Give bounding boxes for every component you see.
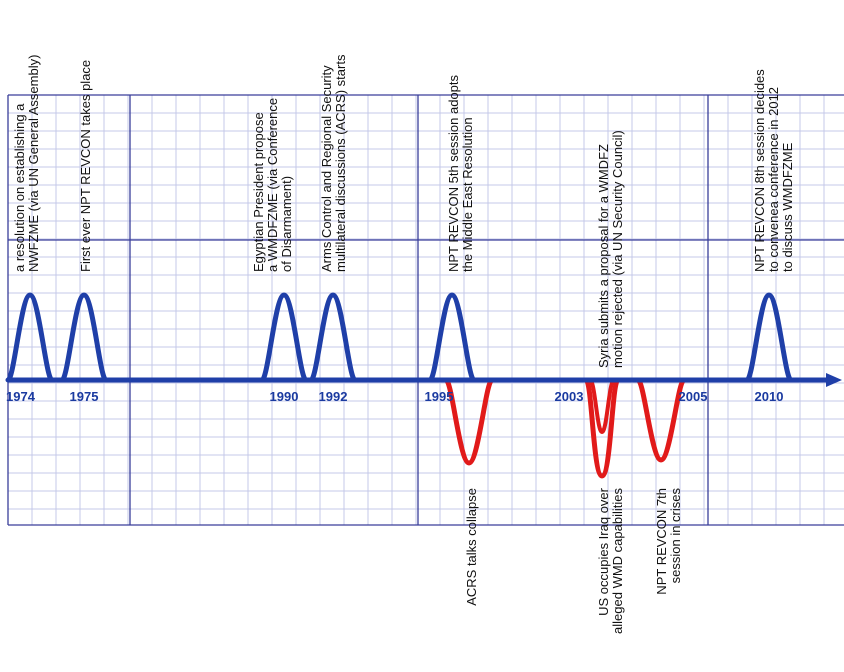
event-label-2003: Syria submits a proposal for a WMDFZ moti… (596, 130, 625, 368)
year-label-2010: 2010 (755, 389, 784, 404)
event-below-label-2005: NPT REVCON 7th session in crises (654, 488, 683, 595)
year-label-1995: 1995 (425, 389, 454, 404)
dip-1995 (443, 377, 495, 466)
peak-1992 (308, 292, 358, 383)
event-below-label-2005-line: NPT REVCON 7th (654, 488, 669, 595)
event-below-label-1995-line: ACRS talks collapse (464, 488, 479, 606)
event-label-1974-line: a resolution on establishing a (12, 103, 27, 272)
event-below-label-2003: US occupies Iraq over alleged WMD capabil… (596, 487, 625, 634)
peak-2010 (744, 292, 794, 383)
event-below-label-2003-line: US occupies Iraq over (596, 487, 611, 616)
event-label-2003-line: motion rejected (via UN Security Council… (610, 130, 625, 368)
year-labels: 1974 1975 1990 1992 1995 2003 2005 2010 (6, 389, 783, 404)
timeline-arrow-icon (826, 373, 842, 387)
event-label-1995-line: NPT REVCON 5th session adopts (446, 74, 461, 272)
event-label-1992: Arms Control and Regional Security multil… (319, 54, 348, 272)
event-label-1990-line: Egyptian President propose (251, 112, 266, 272)
event-label-2010-line: to discuss WMDFZME (780, 142, 795, 272)
year-label-2005: 2005 (679, 389, 708, 404)
peak-1975 (59, 292, 109, 383)
event-label-1974: a resolution on establishing a NWFZME (vi… (12, 55, 41, 272)
event-label-1990-line: a WMDFZME (via Conference (265, 98, 280, 272)
event-label-1974-line: NWFZME (via UN General Assembly) (26, 55, 41, 272)
event-label-2010-line: to convenea conference in 2012 (766, 87, 781, 272)
peak-1974 (5, 292, 55, 383)
event-label-1992-line: Arms Control and Regional Security (319, 65, 334, 272)
dip-2003-b (588, 378, 616, 435)
event-label-1990: Egyptian President propose a WMDFZME (via… (251, 98, 294, 272)
event-peaks (5, 292, 794, 479)
event-label-1975-line: First ever NPT REVCON takes place (78, 60, 93, 272)
event-label-1975: First ever NPT REVCON takes place (78, 60, 93, 272)
dip-2005 (635, 377, 687, 463)
event-label-1995-line: the Middle East Resolution (460, 117, 475, 272)
event-below-label-1995: ACRS talks collapse (464, 488, 479, 606)
event-label-2010: NPT REVCON 8th session decides to convene… (752, 69, 795, 272)
grid (7, 94, 844, 526)
event-label-1995: NPT REVCON 5th session adopts the Middle … (446, 74, 475, 272)
peak-1990 (259, 292, 309, 383)
event-labels: a resolution on establishing a NWFZME (vi… (12, 54, 795, 634)
event-label-2003-line: Syria submits a proposal for a WMDFZ (596, 144, 611, 368)
year-label-1992: 1992 (319, 389, 348, 404)
year-label-2003: 2003 (555, 389, 584, 404)
peak-1995 (427, 292, 477, 383)
year-label-1975: 1975 (70, 389, 99, 404)
event-label-2010-line: NPT REVCON 8th session decides (752, 69, 767, 272)
timeline-axis (8, 373, 842, 387)
dip-2003-a (583, 377, 621, 479)
event-below-label-2005-line: session in crises (668, 488, 683, 584)
event-label-1992-line: multilateral discussions (ACRS) starts (333, 54, 348, 272)
event-label-1990-line: of Disarmament) (279, 176, 294, 272)
year-label-1990: 1990 (270, 389, 299, 404)
event-below-label-2003-line: alleged WMD capabilities (610, 488, 625, 634)
year-label-1974: 1974 (6, 389, 36, 404)
